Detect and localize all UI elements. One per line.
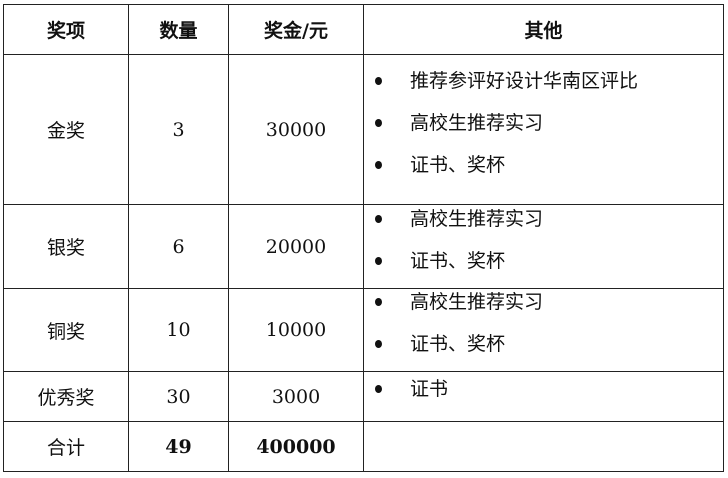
count-cell: 10: [128, 288, 229, 372]
table-row: 银奖 6 20000 高校生推荐实习 证书、奖杯: [3, 204, 724, 289]
bullet-icon: [375, 161, 382, 169]
other-cell: 证书: [363, 371, 724, 422]
table-row: 铜奖 10 10000 高校生推荐实习 证书、奖杯: [3, 288, 724, 372]
list-item: 高校生推荐实习: [365, 290, 543, 324]
count-cell: 3: [128, 54, 229, 205]
header-row: 奖项 数量 奖金/元 其他: [3, 4, 724, 55]
other-cell: 推荐参评好设计华南区评比 高校生推荐实习 证书、奖杯: [363, 54, 724, 205]
other-cell: 高校生推荐实习 证书、奖杯: [363, 288, 724, 372]
header-count: 数量: [128, 4, 229, 55]
total-row: 合计 49 400000: [3, 421, 724, 472]
bullet-icon: [375, 77, 382, 85]
prize-cell: 3000: [228, 371, 364, 422]
list-item: 证书、奖杯: [365, 144, 639, 186]
total-other: [363, 421, 724, 472]
count-cell: 30: [128, 371, 229, 422]
total-label: 合计: [3, 421, 129, 472]
bullet-icon: [375, 119, 382, 127]
header-award: 奖项: [3, 4, 129, 55]
list-item: 证书、奖杯: [365, 323, 544, 365]
award-cell: 银奖: [3, 204, 129, 289]
total-count: 49: [128, 421, 229, 472]
list-item: 高校生推荐实习: [365, 206, 543, 241]
prize-cell: 30000: [228, 54, 364, 205]
header-prize: 奖金/元: [228, 4, 364, 55]
table-row: 优秀奖 30 3000 证书: [3, 371, 724, 422]
list-item: 高校生推荐实习: [365, 102, 639, 144]
other-cell: 高校生推荐实习 证书、奖杯: [363, 204, 724, 289]
award-cell: 铜奖: [3, 288, 129, 372]
prize-cell: 20000: [228, 204, 364, 289]
award-cell: 金奖: [3, 54, 129, 205]
bullet-icon: [375, 298, 382, 306]
header-other: 其他: [363, 4, 724, 55]
prize-cell: 10000: [228, 288, 364, 372]
total-prize: 400000: [228, 421, 364, 472]
count-cell: 6: [128, 204, 229, 289]
bullet-icon: [375, 215, 382, 223]
bullet-icon: [375, 340, 382, 348]
list-item: 证书: [365, 373, 448, 411]
bullet-icon: [375, 257, 382, 265]
list-item: 推荐参评好设计华南区评比: [365, 60, 638, 102]
award-table: 奖项 数量 奖金/元 其他 金奖 3 30000 推荐参评好设计华南区评比 高校…: [3, 4, 724, 472]
list-item: 证书、奖杯: [365, 240, 544, 282]
table-row: 金奖 3 30000 推荐参评好设计华南区评比 高校生推荐实习 证书、奖杯: [3, 54, 724, 205]
bullet-icon: [375, 385, 382, 393]
award-cell: 优秀奖: [3, 371, 129, 422]
